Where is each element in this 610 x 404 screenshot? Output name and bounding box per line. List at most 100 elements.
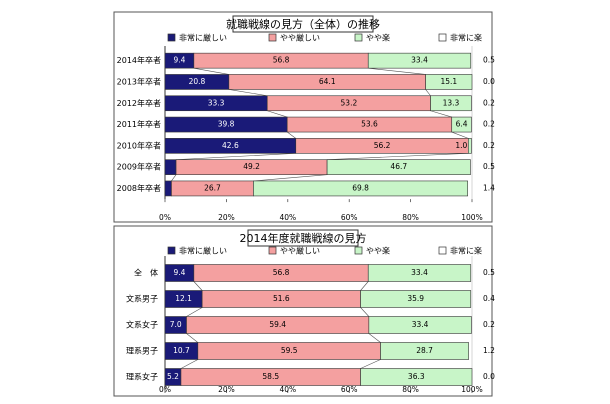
legend-swatch [438, 246, 447, 255]
bar-segment [367, 52, 472, 69]
data-label: 26.7 [204, 183, 221, 192]
data-label: 12.1 [175, 294, 192, 303]
data-label: 33.4 [411, 56, 428, 65]
category-label: 2008年卒者 [117, 183, 161, 193]
data-label: 64.1 [319, 77, 336, 86]
bar-segment [164, 180, 172, 197]
connector-line [287, 131, 296, 139]
data-label: 35.9 [407, 294, 424, 303]
data-label: 69.8 [352, 183, 369, 192]
legend-label: やや厳しい [280, 33, 320, 43]
data-label: 36.3 [408, 372, 425, 381]
connector-line [267, 110, 288, 118]
data-label: 28.7 [416, 346, 433, 355]
legend-label: やや楽 [366, 246, 390, 256]
data-label: 33.3 [208, 98, 225, 107]
legend-swatch [268, 246, 277, 255]
x-tick-label: 20% [218, 385, 235, 394]
connector-line [193, 281, 203, 291]
legend-label: やや楽 [366, 33, 390, 43]
x-tick-label: 40% [279, 385, 296, 394]
data-label-outside: 0.4 [483, 294, 495, 303]
connector-line [360, 307, 370, 317]
data-label: 20.8 [189, 77, 206, 86]
connector-line [368, 67, 426, 75]
data-label: 10.7 [173, 346, 190, 355]
bar-segment [326, 159, 471, 175]
x-tick-label: 100% [461, 213, 482, 222]
data-label: 33.4 [411, 268, 428, 277]
connector-line [180, 359, 198, 369]
connector-line [253, 174, 328, 182]
category-label: 2009年卒者 [117, 162, 161, 172]
x-tick-label: 80% [402, 213, 419, 222]
panel-frame [113, 225, 493, 397]
data-label: 59.5 [281, 346, 298, 355]
legend-swatch [354, 246, 363, 255]
category-label: 2013年卒者 [117, 76, 161, 86]
data-label: 58.5 [262, 372, 279, 381]
bar-segment [360, 290, 472, 308]
category-label: 2011年卒者 [117, 119, 161, 129]
chart-title-box [232, 15, 374, 33]
connector-line [171, 174, 177, 182]
connector-line [430, 110, 452, 118]
data-label: 6.4 [456, 120, 468, 129]
legend-swatch [438, 33, 447, 42]
x-tick-label: 60% [341, 213, 358, 222]
legend-label: 非常に楽 [450, 33, 482, 43]
x-tick-label: 100% [461, 385, 482, 394]
data-label: 51.6 [273, 294, 290, 303]
bar-segment [468, 138, 472, 154]
data-label: 53.6 [361, 120, 378, 129]
data-label: 9.4 [173, 56, 185, 65]
data-label: 49.2 [243, 162, 260, 171]
data-label-outside: 0.2 [483, 120, 495, 129]
data-label: 33.4 [412, 320, 429, 329]
bar-segment [360, 368, 473, 386]
legend-swatch [268, 33, 277, 42]
data-label: 42.6 [222, 141, 239, 150]
bar-segment [367, 264, 472, 282]
connector-line [360, 359, 381, 369]
chart-title: 2014年度就職戦線の見方 [240, 231, 367, 245]
connector-line [327, 153, 469, 160]
data-label: 56.8 [273, 56, 290, 65]
category-label: 2014年卒者 [117, 55, 161, 65]
data-label-outside: 1.2 [483, 346, 495, 355]
category-label: 理系女子 [126, 372, 158, 382]
data-label-outside: 0.2 [483, 98, 495, 107]
data-label: 53.2 [341, 98, 358, 107]
category-label: 2012年卒者 [117, 98, 161, 108]
x-tick-label: 60% [341, 385, 358, 394]
data-label-outside: 1.4 [483, 183, 495, 192]
connector-line [425, 89, 431, 96]
data-label-outside: 0.2 [483, 320, 495, 329]
category-label: 理系男子 [126, 346, 158, 356]
legend-swatch [167, 33, 176, 42]
data-label: 13.3 [443, 98, 460, 107]
data-label-outside: 0.2 [483, 141, 495, 150]
connector-line [176, 153, 296, 160]
bar-segment [451, 116, 472, 133]
connector-line [368, 333, 381, 343]
bar-segment [164, 159, 177, 175]
connector-line [193, 67, 229, 75]
legend-label: 非常に楽 [450, 246, 482, 256]
legend-swatch [354, 33, 363, 42]
data-label-outside: 0.0 [483, 77, 495, 86]
data-label-outside: 0.5 [483, 268, 495, 277]
bar-segment [368, 316, 472, 334]
data-label: 15.1 [440, 77, 457, 86]
bar-segment [253, 180, 469, 197]
bar-segment [380, 342, 469, 360]
data-label-outside: 0.5 [483, 56, 495, 65]
data-label: 56.8 [273, 268, 290, 277]
category-label: 全 体 [134, 268, 158, 278]
x-tick-label: 20% [218, 213, 235, 222]
data-label: 5.2 [167, 372, 179, 381]
category-label: 文系男子 [126, 294, 158, 304]
